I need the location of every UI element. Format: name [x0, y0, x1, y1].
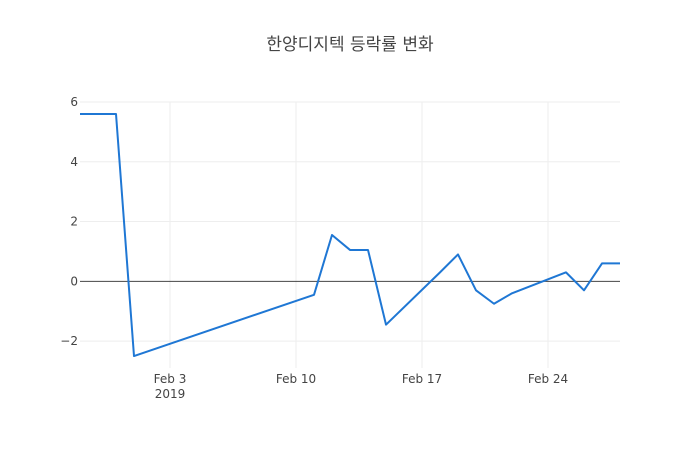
grid-lines	[80, 101, 620, 368]
x-tick-label: Feb 17	[402, 372, 442, 386]
series-line	[80, 112, 620, 358]
y-tick-label: −2	[60, 334, 78, 348]
y-tick-label: 0	[70, 274, 78, 288]
x-tick-label: Feb 24	[528, 372, 568, 386]
chart-title: 한양디지텍 등락률 변화	[266, 35, 434, 55]
x-tick-label: Feb 10	[276, 372, 316, 386]
series-layer	[80, 112, 620, 358]
y-tick-label: 4	[70, 155, 78, 169]
y-tick-label: 2	[70, 215, 78, 229]
y-tick-label: 6	[70, 95, 78, 109]
x-tick-sublabel: 2019	[155, 387, 186, 401]
x-tick-label: Feb 3	[154, 372, 187, 386]
